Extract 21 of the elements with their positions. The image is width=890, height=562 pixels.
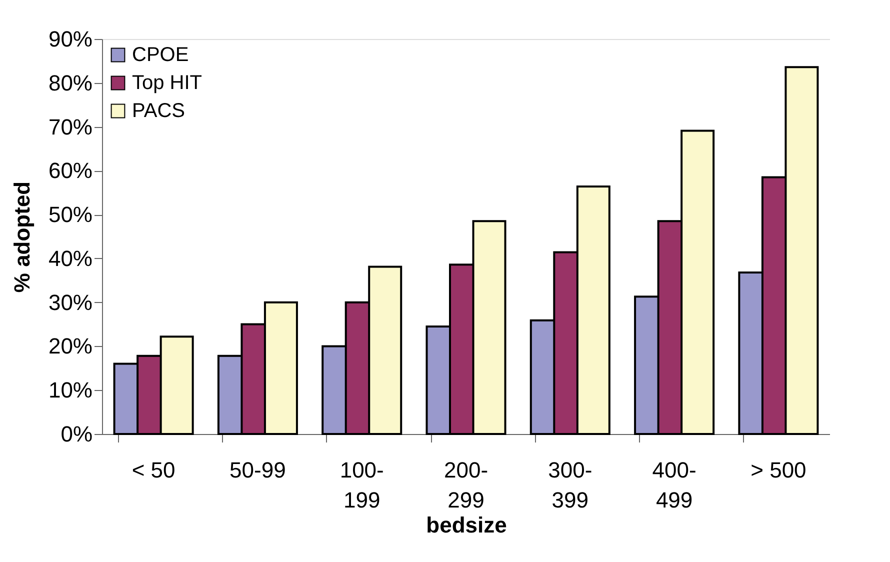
y-tick-label: 20% [48, 334, 92, 359]
x-tick-label: 100- 199 [340, 458, 384, 512]
y-tick-label: 30% [48, 290, 92, 315]
y-tick-label: 50% [48, 202, 92, 228]
x-tick-label: 50-99 [230, 458, 286, 482]
x-tick-label: 300- 399 [548, 458, 592, 512]
legend-label: PACS [132, 100, 185, 122]
y-tick-label: 60% [48, 158, 92, 184]
legend-label: Top HIT [132, 72, 202, 94]
y-tick-label: 10% [48, 378, 92, 403]
y-tick-label: 40% [48, 246, 92, 271]
x-axis-title: bedsize [426, 512, 507, 538]
y-tick-label: 70% [48, 114, 92, 140]
x-tick-label: < 50 [132, 458, 176, 482]
x-tick-label: 400- 499 [652, 458, 696, 512]
legend-label: CPOE [132, 44, 189, 66]
y-tick-label: 0% [60, 422, 92, 446]
y-axis-title: % adopted [9, 181, 34, 293]
x-tick-label: > 500 [750, 458, 806, 482]
y-tick-label: 90% [48, 26, 92, 52]
y-tick-label: 80% [48, 70, 92, 96]
